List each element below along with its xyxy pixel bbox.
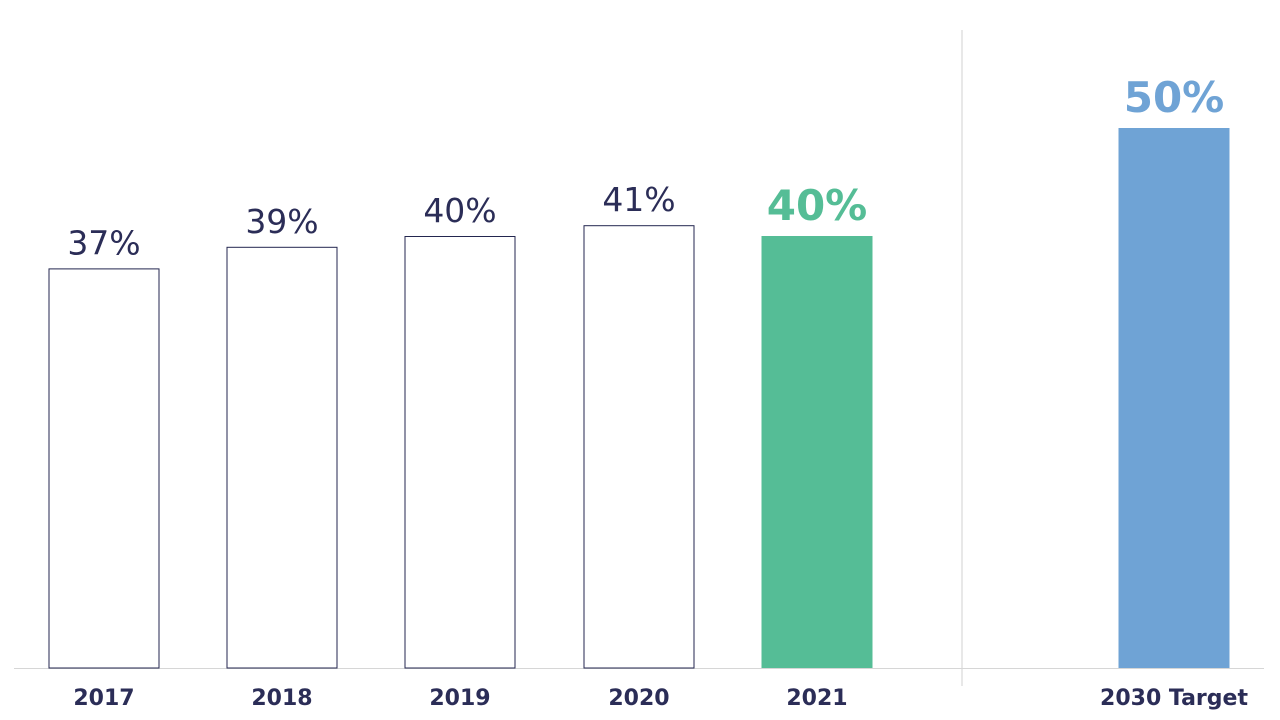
data-labels-group: 37% 39% 40% 41% 40% 50% bbox=[67, 73, 1224, 262]
data-label-2020: 41% bbox=[602, 180, 675, 219]
category-label-2020: 2020 bbox=[608, 686, 669, 711]
data-label-2019: 40% bbox=[423, 191, 496, 230]
category-label-2030-target: 2030 Target bbox=[1100, 686, 1248, 711]
bar-2030-target bbox=[1118, 128, 1230, 668]
bar-2017 bbox=[48, 268, 160, 669]
bar-2021 bbox=[761, 236, 873, 668]
category-label-2017: 2017 bbox=[73, 686, 134, 711]
data-label-2021: 40% bbox=[767, 181, 868, 230]
bar-2020 bbox=[583, 225, 695, 669]
data-label-2030-target: 50% bbox=[1124, 73, 1225, 122]
category-label-2021: 2021 bbox=[786, 686, 847, 711]
category-labels-group: 2017 2018 2019 2020 2021 2030 Target bbox=[73, 686, 1248, 711]
bar-2018 bbox=[226, 246, 338, 669]
bars-group bbox=[48, 128, 1230, 669]
category-label-2019: 2019 bbox=[429, 686, 490, 711]
data-label-2017: 37% bbox=[67, 223, 140, 262]
data-label-2018: 39% bbox=[245, 202, 318, 241]
bar-2019 bbox=[404, 236, 516, 669]
category-label-2018: 2018 bbox=[251, 686, 312, 711]
